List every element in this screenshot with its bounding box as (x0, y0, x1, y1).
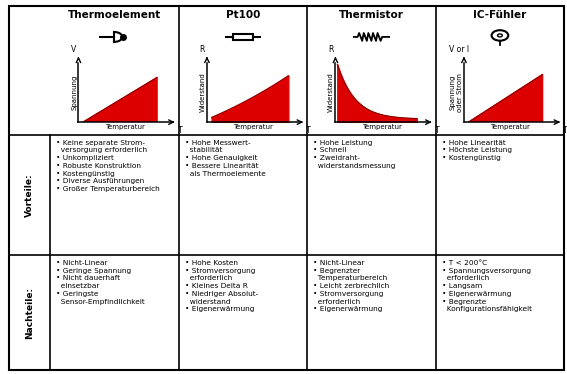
Text: Vorteile:: Vorteile: (25, 174, 34, 217)
Text: IC-Fühler: IC-Fühler (473, 10, 527, 21)
Text: Thermoelement: Thermoelement (68, 10, 161, 21)
Text: • Hohe Leistung
• Schnell
• Zweidraht-
  widerstandsmessung: • Hohe Leistung • Schnell • Zweidraht- w… (313, 140, 396, 169)
Polygon shape (83, 77, 157, 122)
Y-axis label: Widerstand: Widerstand (200, 73, 206, 112)
Text: Thermistor: Thermistor (339, 10, 404, 21)
Text: Nachteile:: Nachteile: (25, 287, 34, 339)
Text: T: T (435, 126, 439, 135)
Bar (233, 34, 253, 40)
Polygon shape (468, 74, 543, 122)
Text: • Keine separate Strom-
  versorgung erforderlich
• Unkompliziert
• Robuste Kons: • Keine separate Strom- versorgung erfor… (56, 140, 160, 192)
X-axis label: Temperatur: Temperatur (233, 124, 273, 130)
X-axis label: Temperatur: Temperatur (490, 124, 530, 130)
Y-axis label: Spannung: Spannung (71, 75, 77, 110)
Text: R: R (200, 45, 205, 53)
X-axis label: Temperatur: Temperatur (362, 124, 401, 130)
X-axis label: Temperatur: Temperatur (105, 124, 145, 130)
Text: V: V (71, 45, 77, 53)
Text: • Nicht-Linear
• Begrenzter
  Temperaturbereich
• Leicht zerbrechlich
• Stromver: • Nicht-Linear • Begrenzter Temperaturbe… (313, 260, 390, 312)
Text: T: T (564, 126, 567, 135)
Text: Pt100: Pt100 (226, 10, 260, 21)
Text: • Hohe Kosten
• Stromversorgung
  erforderlich
• Kleines Delta R
• Niedriger Abs: • Hohe Kosten • Stromversorgung erforder… (185, 260, 258, 312)
Text: • Hohe Messwert-
  stabilität
• Hohe Genauigkeit
• Bessere Linearität
  als Ther: • Hohe Messwert- stabilität • Hohe Genau… (185, 140, 265, 177)
Text: • Nicht-Linear
• Geringe Spannung
• Nicht dauerhaft
  einsetzbar
• Geringste
  S: • Nicht-Linear • Geringe Spannung • Nich… (56, 260, 145, 304)
Text: T: T (306, 126, 311, 135)
Text: R: R (328, 45, 333, 53)
Text: V or I: V or I (449, 45, 469, 53)
Y-axis label: Spannung
oder Strom: Spannung oder Strom (450, 73, 463, 112)
Text: T: T (178, 126, 183, 135)
Text: • T < 200°C
• Spannungsversorgung
  erforderlich
• Langsam
• Eigenerwärmung
• Be: • T < 200°C • Spannungsversorgung erford… (442, 260, 532, 312)
Y-axis label: Widerstand: Widerstand (328, 73, 334, 112)
Text: • Hohe Linearität
• Höchste Leistung
• Kostengünstig: • Hohe Linearität • Höchste Leistung • K… (442, 140, 511, 161)
